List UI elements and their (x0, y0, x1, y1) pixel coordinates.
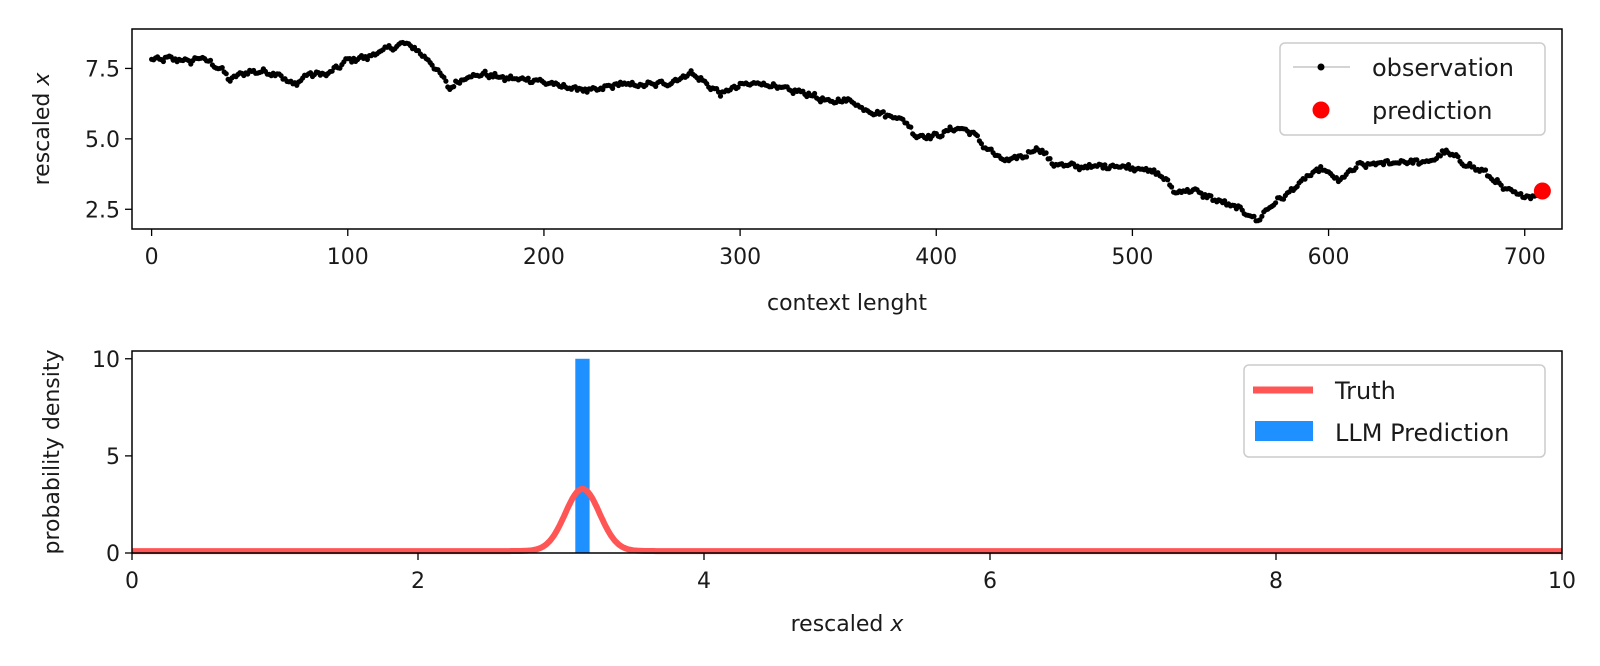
top-x-tick-label: 700 (1504, 245, 1546, 270)
observation-point (1333, 175, 1339, 181)
observation-point (1125, 162, 1132, 168)
observation-point (1273, 200, 1279, 206)
observation-point (1414, 157, 1420, 163)
observation-point (1498, 182, 1504, 188)
top-y-axis-label: rescaled x (30, 72, 55, 186)
observation-point (1482, 167, 1489, 173)
top-plot-border (131, 28, 1563, 230)
observation-point (1043, 150, 1049, 156)
observation-chart: 0 100 200 300 400 500 600 700 2.5 5.0 7.5 context… (30, 28, 1563, 316)
bottom-y-tick-label: 5 (106, 445, 120, 470)
observation-point (1208, 193, 1214, 199)
observation-point (978, 141, 985, 147)
observation-point (717, 93, 724, 99)
observation-point (219, 65, 225, 71)
bottom-x-tick-label: 8 (1269, 569, 1283, 594)
bottom-y-axis-label: probability density (40, 349, 65, 554)
observation-point (908, 124, 914, 130)
distribution-chart: 0 2 4 6 8 10 0 5 10 rescaled x probability dens… (40, 348, 1576, 637)
bottom-x-tick-label: 0 (125, 569, 139, 594)
top-x-tick-label: 100 (327, 245, 369, 270)
top-legend: observation prediction (1279, 42, 1546, 136)
observation-point (1222, 198, 1228, 204)
top-x-axis: 0 100 200 300 400 500 600 700 (145, 229, 1546, 270)
observation-point (1437, 153, 1443, 159)
bottom-plot-marks (130, 358, 1564, 555)
observation-point (451, 84, 457, 90)
observation-point (610, 85, 616, 91)
observation-point (364, 56, 370, 63)
observation-point (812, 90, 818, 97)
bottom-legend: Truth LLM Prediction (1243, 364, 1546, 458)
legend-prediction-label: prediction (1372, 97, 1492, 125)
bottom-x-tick-label: 10 (1548, 569, 1576, 594)
top-x-tick-label: 500 (1111, 245, 1153, 270)
bottom-y-axis: 0 5 10 (92, 348, 132, 567)
bottom-y-tick-label: 0 (106, 542, 120, 567)
top-y-tick-label: 7.5 (85, 57, 120, 82)
observation-point (1251, 213, 1257, 219)
observation-point (817, 99, 824, 105)
bottom-x-tick-label: 4 (697, 569, 711, 594)
observation-point (207, 57, 214, 63)
observation-point (974, 133, 981, 139)
observation-point (1455, 154, 1461, 160)
llm-prediction-bar (575, 358, 590, 553)
observation-point (1047, 156, 1053, 162)
top-x-tick-label: 600 (1308, 245, 1350, 270)
observation-point (715, 89, 722, 95)
prediction-point (1533, 182, 1551, 200)
top-y-tick-label: 2.5 (85, 198, 120, 223)
legend-llm-prediction-swatch (1255, 421, 1313, 441)
top-y-axis: 2.5 5.0 7.5 (85, 57, 132, 223)
observation-point (1198, 190, 1204, 196)
observation-point (443, 78, 449, 84)
top-plot-marks (149, 39, 1551, 224)
top-x-tick-label: 200 (523, 245, 565, 270)
bottom-plot-border (131, 350, 1563, 554)
top-x-axis-label: context lenght (767, 291, 927, 316)
legend-observation-marker (1317, 63, 1325, 71)
observation-point (735, 84, 741, 90)
legend-llm-prediction-label: LLM Prediction (1335, 419, 1509, 447)
observation-point (1151, 167, 1157, 173)
observation-point (1165, 177, 1171, 183)
bottom-x-tick-label: 6 (983, 569, 997, 594)
top-x-tick-label: 0 (145, 245, 159, 270)
observation-point (160, 58, 166, 65)
truth-curve (130, 485, 1564, 555)
top-legend-box (1279, 42, 1546, 136)
observation-point (223, 71, 229, 77)
bottom-x-axis: 0 2 4 6 8 10 (125, 553, 1576, 594)
observation-point (1353, 165, 1359, 171)
observation-point (1023, 154, 1030, 160)
legend-observation-label: observation (1372, 54, 1514, 82)
observation-point (939, 133, 945, 139)
observation-point (500, 74, 506, 80)
top-x-tick-label: 400 (915, 245, 957, 270)
bottom-x-tick-label: 2 (411, 569, 425, 594)
top-x-tick-label: 300 (719, 245, 761, 270)
bottom-legend-box (1243, 364, 1546, 458)
observation-point (482, 68, 488, 74)
top-y-tick-label: 5.0 (85, 128, 120, 153)
bottom-x-axis-label: rescaled x (791, 612, 905, 637)
legend-truth-label: Truth (1334, 377, 1396, 405)
legend-prediction-marker (1312, 101, 1330, 119)
observation-point (880, 109, 886, 115)
observation-point (1259, 213, 1265, 219)
observation-point (1169, 184, 1175, 190)
observation-point (525, 75, 531, 81)
bottom-y-tick-label: 10 (92, 348, 120, 373)
